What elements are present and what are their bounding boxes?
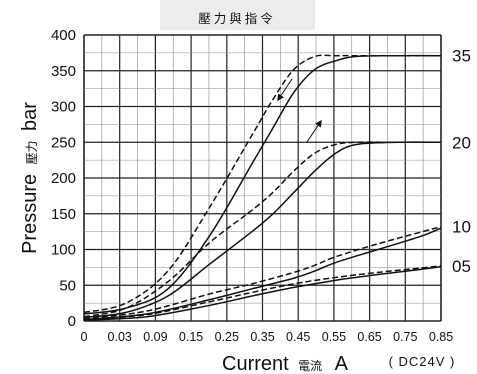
- x-tick-label: 0.35: [250, 330, 274, 344]
- x-tick-label: 0.55: [322, 330, 346, 344]
- y-tick-label: 250: [51, 134, 76, 151]
- x-tick-label: 0.09: [143, 330, 167, 344]
- series-group: [83, 54, 442, 322]
- series-line-7-solid: [83, 265, 442, 322]
- y-tick-label: 300: [51, 99, 76, 116]
- y-tick-label: 200: [51, 170, 76, 187]
- right-labels: 35 20 10 05: [452, 47, 471, 276]
- x-tick-label: 0.65: [357, 330, 381, 344]
- series-line-4-dashed: [83, 141, 441, 318]
- chart-title: 壓力與指令: [198, 11, 276, 26]
- y-tick-label: 50: [59, 277, 76, 294]
- series-line-2-dashed: [83, 54, 441, 314]
- series-line-3-solid: [83, 141, 442, 319]
- arrow-down-icon: [277, 78, 293, 102]
- svg-text:Pressure 壓力 bar: Pressure 壓力 bar: [19, 102, 41, 254]
- title-band: [160, 0, 315, 30]
- arrow-up-icon: [306, 119, 322, 143]
- y-tick-label: 400: [51, 27, 76, 44]
- right-level-label: 20: [452, 133, 471, 152]
- series-line-6-dashed: [83, 225, 442, 320]
- y-tick-label: 0: [68, 313, 76, 330]
- x-tick-label: 0.75: [393, 330, 417, 344]
- y-axis-label: Pressure 壓力 bar: [19, 102, 41, 254]
- grid: [83, 34, 442, 322]
- voltage-note: ( DC24V ): [389, 354, 456, 369]
- series-line-5-solid: [83, 227, 442, 321]
- x-tick-label: 0: [81, 330, 88, 344]
- series-line-8-dashed: [83, 265, 442, 321]
- series-line-1-solid: [83, 54, 442, 315]
- axis-ticks: 0 0.03 0.09 0.15 0.25 0.35 0.45 0.55 0.65 0.75 0.8…: [51, 27, 453, 344]
- y-tick-label: 150: [51, 206, 76, 223]
- x-tick-label: 0.85: [429, 330, 453, 344]
- x-axis-label: Current 電流 A: [222, 353, 349, 374]
- x-tick-label: 0.15: [179, 330, 203, 344]
- right-level-label: 10: [452, 218, 471, 237]
- y-tick-label: 100: [51, 242, 76, 259]
- right-level-label: 05: [452, 257, 471, 276]
- x-tick-label: 0.45: [286, 330, 310, 344]
- right-level-label: 35: [452, 47, 471, 66]
- x-tick-label: 0.25: [215, 330, 239, 344]
- x-tick-label: 0.03: [108, 330, 132, 344]
- y-tick-label: 350: [51, 63, 76, 80]
